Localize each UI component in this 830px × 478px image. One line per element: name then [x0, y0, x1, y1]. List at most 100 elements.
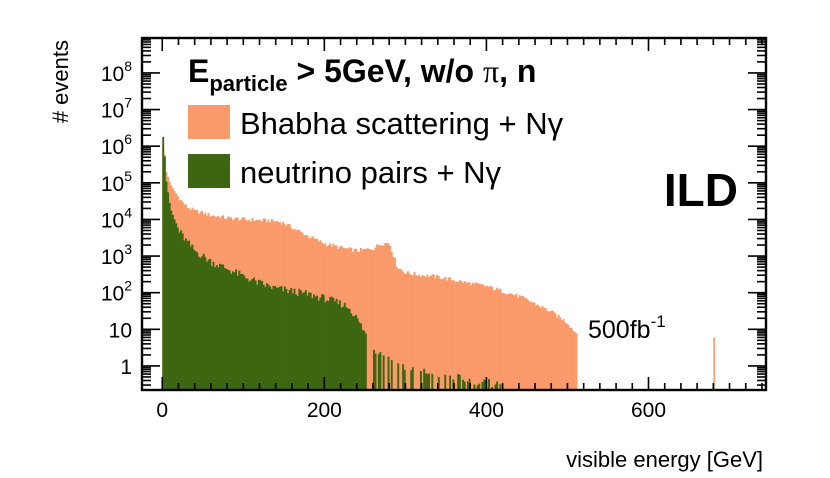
histogram-bin	[347, 308, 349, 390]
histogram-bin	[162, 136, 165, 390]
histogram-bin	[497, 289, 500, 390]
histogram-bin	[322, 294, 325, 390]
histogram-bin	[408, 273, 411, 390]
histogram-bin	[387, 243, 390, 390]
x-tick-label: 400	[469, 399, 504, 422]
histogram-bin	[535, 305, 537, 390]
histogram-bin	[434, 278, 437, 390]
histogram-bin	[265, 283, 268, 390]
y-tick-label: 10	[109, 319, 132, 342]
histogram-bin	[496, 287, 499, 390]
histogram-bin	[444, 374, 447, 390]
histogram-bin	[559, 317, 562, 390]
histogram-bin	[356, 318, 359, 390]
header-subscript: particle	[209, 71, 287, 96]
histogram-bin	[525, 298, 528, 390]
histogram-bin	[437, 376, 440, 390]
histogram-bin	[400, 269, 403, 390]
histogram-bin	[358, 322, 361, 390]
histogram-bin	[475, 282, 477, 390]
histogram-bin	[244, 278, 247, 390]
histogram-bin	[476, 283, 479, 390]
histogram-bin	[235, 269, 238, 390]
histogram-bin	[491, 286, 494, 390]
histogram-bin	[206, 261, 208, 390]
histogram-bin	[364, 333, 367, 390]
histogram-bin	[282, 291, 285, 390]
histogram-bin	[413, 272, 416, 390]
histogram-bin	[199, 257, 202, 390]
histogram-bin	[398, 268, 401, 390]
histogram-bin	[444, 276, 447, 390]
histogram-bin	[419, 276, 422, 390]
legend-label-bhabha: Bhabha scattering + Nγ	[240, 106, 564, 141]
histogram-bin	[405, 273, 408, 390]
histogram-bin	[368, 248, 371, 390]
histogram-bin	[306, 295, 309, 390]
histogram-bin	[505, 294, 508, 390]
histogram-bin	[191, 244, 194, 390]
histogram-bin	[466, 282, 469, 390]
histogram-bin	[253, 277, 255, 390]
histogram-bin	[377, 245, 380, 390]
histogram-bin	[270, 289, 273, 390]
histogram-bin	[416, 275, 419, 390]
histogram-bin	[215, 265, 218, 390]
histogram-bin	[343, 302, 346, 390]
histogram-bin	[364, 249, 367, 390]
histogram-bin	[471, 282, 474, 390]
luminosity-exponent: -1	[651, 312, 666, 331]
histogram-bin	[418, 274, 421, 390]
histogram-bin	[552, 311, 555, 390]
histogram-bin	[188, 240, 191, 390]
histogram-bin	[178, 232, 181, 390]
histogram-bin	[494, 384, 497, 390]
histogram-bin	[428, 277, 430, 390]
y-tick-label: 105	[101, 168, 132, 196]
histogram-bin	[374, 353, 377, 390]
histogram-bin	[238, 270, 241, 390]
histogram-bin	[202, 253, 205, 390]
histogram-bin	[423, 368, 426, 390]
luminosity-value: 500fb	[588, 316, 651, 344]
histogram-bin	[449, 375, 452, 390]
histogram-bin	[298, 288, 301, 390]
histogram-bin	[350, 313, 353, 390]
histogram-bin	[363, 248, 366, 390]
histogram-bin	[463, 381, 466, 390]
histogram-bin	[556, 317, 559, 390]
histogram-bin	[304, 290, 307, 390]
histogram-bin	[562, 319, 565, 390]
histogram-bin	[165, 181, 168, 390]
histogram-bin	[272, 285, 275, 390]
histogram-bin	[494, 289, 497, 390]
histogram-bin	[246, 278, 249, 390]
histogram-bin	[397, 268, 400, 390]
histogram-bin	[387, 356, 390, 390]
histogram-bin	[233, 272, 236, 390]
histogram-bin	[445, 280, 448, 390]
histogram-bin	[431, 373, 434, 390]
histogram-bin	[424, 277, 427, 390]
histogram-bin	[572, 331, 575, 390]
histogram-bin	[204, 257, 207, 390]
histogram-bin	[231, 271, 234, 390]
histogram-bin	[283, 286, 286, 390]
y-axis-title: # events	[48, 40, 73, 123]
histogram-bin	[251, 278, 254, 390]
histogram-bin	[442, 278, 445, 390]
histogram-bin	[441, 279, 443, 390]
histogram-bin	[308, 292, 311, 390]
histogram-bin	[465, 282, 468, 390]
histogram-bin	[426, 374, 429, 390]
histogram-bin	[168, 203, 171, 390]
histogram-bin	[196, 252, 199, 390]
histogram-bin	[351, 316, 354, 390]
histogram-bin	[411, 367, 414, 390]
histogram-bin	[361, 249, 364, 390]
y-tick-label: 104	[101, 204, 132, 232]
histogram-bin	[406, 271, 409, 390]
histogram-bin	[504, 293, 507, 390]
histogram-bin	[217, 267, 220, 390]
histogram-bin	[573, 331, 576, 390]
